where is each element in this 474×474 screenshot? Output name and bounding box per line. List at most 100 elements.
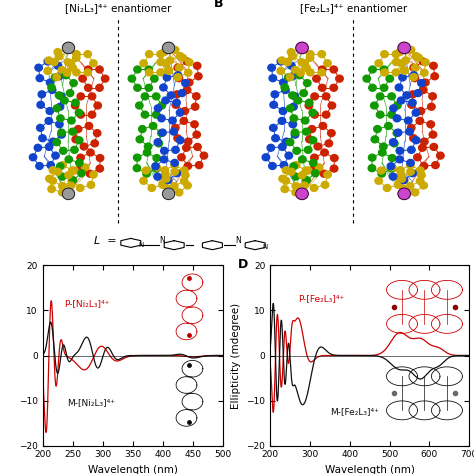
Circle shape bbox=[407, 159, 414, 166]
Circle shape bbox=[175, 64, 183, 71]
Title: [Ni₂L₃]⁴⁺ enantiomer: [Ni₂L₃]⁴⁺ enantiomer bbox=[65, 3, 172, 13]
Circle shape bbox=[163, 74, 171, 81]
Circle shape bbox=[155, 140, 163, 147]
Circle shape bbox=[76, 159, 83, 166]
Circle shape bbox=[77, 93, 84, 100]
Circle shape bbox=[160, 156, 168, 163]
Circle shape bbox=[161, 167, 168, 173]
Circle shape bbox=[186, 59, 193, 66]
Circle shape bbox=[63, 72, 70, 79]
Circle shape bbox=[146, 69, 153, 76]
Circle shape bbox=[161, 171, 169, 178]
Circle shape bbox=[427, 121, 435, 128]
Text: P-[Fe₂L₃]⁴⁺: P-[Fe₂L₃]⁴⁺ bbox=[298, 294, 344, 303]
Circle shape bbox=[77, 164, 84, 172]
Circle shape bbox=[428, 103, 435, 110]
Circle shape bbox=[172, 146, 179, 153]
Circle shape bbox=[134, 154, 141, 161]
Circle shape bbox=[408, 101, 415, 108]
Circle shape bbox=[165, 186, 172, 192]
Circle shape bbox=[93, 130, 101, 137]
Circle shape bbox=[267, 144, 274, 151]
Circle shape bbox=[415, 55, 422, 61]
Circle shape bbox=[385, 122, 392, 129]
Circle shape bbox=[403, 92, 410, 99]
Circle shape bbox=[90, 171, 97, 178]
Circle shape bbox=[165, 67, 173, 74]
Circle shape bbox=[146, 51, 153, 57]
Circle shape bbox=[136, 102, 143, 109]
Circle shape bbox=[292, 66, 299, 73]
Circle shape bbox=[401, 67, 408, 74]
Circle shape bbox=[36, 163, 43, 169]
Circle shape bbox=[396, 147, 404, 154]
Circle shape bbox=[417, 167, 424, 174]
Circle shape bbox=[159, 182, 166, 188]
Circle shape bbox=[380, 66, 388, 73]
Circle shape bbox=[69, 64, 76, 71]
Circle shape bbox=[406, 182, 414, 190]
Circle shape bbox=[70, 80, 77, 87]
Circle shape bbox=[283, 138, 290, 145]
Circle shape bbox=[153, 165, 160, 172]
Circle shape bbox=[169, 117, 176, 124]
Circle shape bbox=[82, 164, 89, 171]
Circle shape bbox=[64, 59, 72, 66]
Circle shape bbox=[72, 136, 79, 143]
Circle shape bbox=[299, 156, 306, 163]
Circle shape bbox=[391, 140, 398, 147]
Circle shape bbox=[380, 84, 388, 91]
Circle shape bbox=[85, 122, 92, 129]
Circle shape bbox=[158, 115, 165, 122]
Circle shape bbox=[303, 64, 310, 71]
Circle shape bbox=[88, 93, 96, 100]
Circle shape bbox=[294, 97, 302, 104]
Circle shape bbox=[200, 152, 208, 159]
Circle shape bbox=[154, 173, 161, 180]
Circle shape bbox=[171, 168, 178, 175]
Circle shape bbox=[407, 162, 414, 168]
Circle shape bbox=[73, 69, 80, 76]
Circle shape bbox=[309, 137, 317, 144]
Circle shape bbox=[305, 99, 313, 106]
Circle shape bbox=[375, 177, 383, 184]
Circle shape bbox=[387, 163, 395, 170]
Circle shape bbox=[330, 84, 337, 91]
Circle shape bbox=[57, 93, 65, 100]
Circle shape bbox=[279, 108, 287, 115]
Circle shape bbox=[301, 60, 308, 67]
Circle shape bbox=[172, 101, 180, 108]
Circle shape bbox=[314, 143, 321, 150]
Circle shape bbox=[194, 144, 201, 150]
Text: M-[Ni₂L₃]⁴⁺: M-[Ni₂L₃]⁴⁺ bbox=[67, 398, 115, 407]
Circle shape bbox=[58, 129, 65, 136]
Circle shape bbox=[281, 84, 289, 91]
Circle shape bbox=[145, 143, 152, 150]
Circle shape bbox=[48, 186, 55, 192]
Circle shape bbox=[400, 177, 408, 183]
Circle shape bbox=[55, 53, 63, 60]
Circle shape bbox=[293, 147, 301, 154]
Circle shape bbox=[44, 67, 51, 74]
Text: N: N bbox=[235, 236, 241, 245]
Circle shape bbox=[410, 73, 418, 81]
Circle shape bbox=[134, 66, 141, 73]
Circle shape bbox=[411, 189, 419, 196]
Circle shape bbox=[161, 49, 168, 55]
Circle shape bbox=[153, 155, 160, 162]
Circle shape bbox=[171, 159, 178, 166]
Circle shape bbox=[77, 154, 84, 161]
Circle shape bbox=[368, 164, 376, 172]
Circle shape bbox=[431, 73, 438, 80]
Circle shape bbox=[157, 51, 164, 57]
Circle shape bbox=[61, 97, 68, 104]
Circle shape bbox=[96, 165, 103, 172]
Circle shape bbox=[84, 51, 91, 57]
Circle shape bbox=[307, 69, 314, 76]
Circle shape bbox=[174, 64, 182, 71]
Circle shape bbox=[178, 90, 186, 97]
Circle shape bbox=[38, 91, 46, 98]
Circle shape bbox=[271, 91, 279, 98]
Circle shape bbox=[39, 135, 46, 142]
Circle shape bbox=[46, 175, 53, 182]
